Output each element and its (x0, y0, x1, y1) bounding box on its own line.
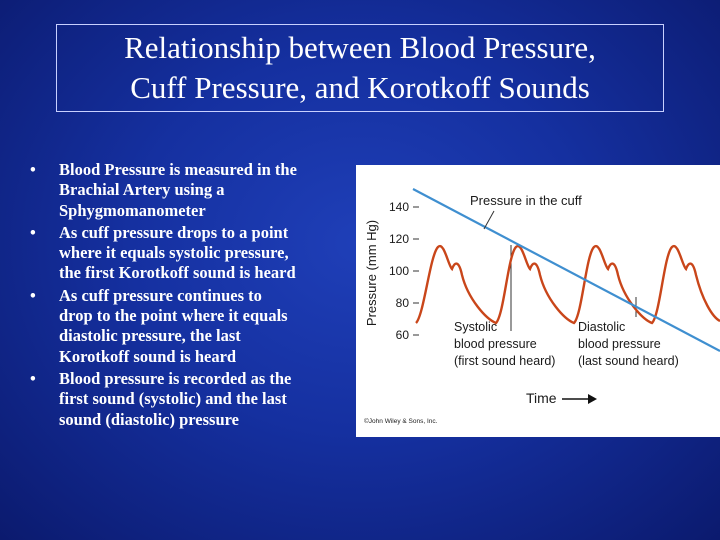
bullet-item: • As cuff pressure drops to a point wher… (26, 223, 356, 284)
cuff-label-pointer (483, 210, 495, 230)
bullet-line: where it equals systolic pressure, (59, 243, 289, 263)
bullet-line: first sound (systolic) and the last (59, 389, 287, 409)
bullet-marker: • (30, 285, 36, 305)
diastolic-label-line: blood pressure (578, 337, 661, 351)
systolic-label-line: blood pressure (454, 337, 537, 351)
bullet-item: • Blood Pressure is measured in the Brac… (26, 160, 356, 221)
slide-title: Relationship between Blood Pressure, Cuf… (56, 24, 664, 112)
y-axis-label: Pressure (mm Hg) (364, 220, 379, 326)
diastolic-label-line: Diastolic (578, 320, 625, 334)
bullet-item: • As cuff pressure continues to drop to … (26, 286, 356, 367)
blood-pressure-wave (414, 244, 720, 325)
bullet-line: the first Korotkoff sound is heard (59, 263, 296, 283)
bullet-line: Sphygmomanometer (59, 200, 206, 220)
y-tick-label: 60 (396, 328, 410, 342)
bullet-line: Blood Pressure is measured in the (59, 160, 297, 179)
cuff-pressure-label: Pressure in the cuff (470, 193, 582, 208)
time-arrowhead-icon (588, 394, 597, 404)
bullet-marker: • (30, 160, 36, 179)
systolic-label-line: Systolic (454, 320, 497, 334)
bullet-list: • Blood Pressure is measured in the Brac… (26, 160, 356, 432)
bullet-line: Korotkoff sound is heard (59, 346, 237, 366)
bullet-line: sound (diastolic) pressure (59, 409, 240, 429)
bullet-line: As cuff pressure continues to (59, 285, 262, 305)
bullet-marker: • (30, 368, 36, 388)
cuff-pressure-line (412, 188, 720, 352)
bullet-item: • Blood pressure is recorded as the firs… (26, 369, 356, 430)
bullet-line: diastolic pressure, the last (59, 326, 241, 346)
bullet-line: Brachial Artery using a (59, 180, 225, 200)
bullet-marker: • (30, 222, 36, 242)
bullet-line: drop to the point where it equals (59, 306, 288, 326)
y-tick-label: 100 (389, 264, 409, 278)
figure-credit: ©John Wiley & Sons, Inc. (364, 417, 438, 425)
pressure-figure: Pressure (mm Hg) 140 120 100 80 60 Press… (356, 165, 720, 437)
y-tick-label: 80 (396, 296, 410, 310)
slide-title-line-2: Cuff Pressure, and Korotkoff Sounds (130, 70, 590, 105)
systolic-label-line: (first sound heard) (454, 354, 555, 368)
bullet-line: As cuff pressure drops to a point (59, 222, 289, 242)
pressure-graph: Pressure (mm Hg) 140 120 100 80 60 Press… (364, 188, 720, 425)
y-tick-label: 120 (389, 232, 409, 246)
slide-title-line-1: Relationship between Blood Pressure, (124, 30, 596, 65)
time-label: Time (526, 390, 557, 406)
y-tick-label: 140 (389, 200, 409, 214)
bullet-line: Blood pressure is recorded as the (59, 368, 292, 388)
diastolic-label-line: (last sound heard) (578, 354, 679, 368)
